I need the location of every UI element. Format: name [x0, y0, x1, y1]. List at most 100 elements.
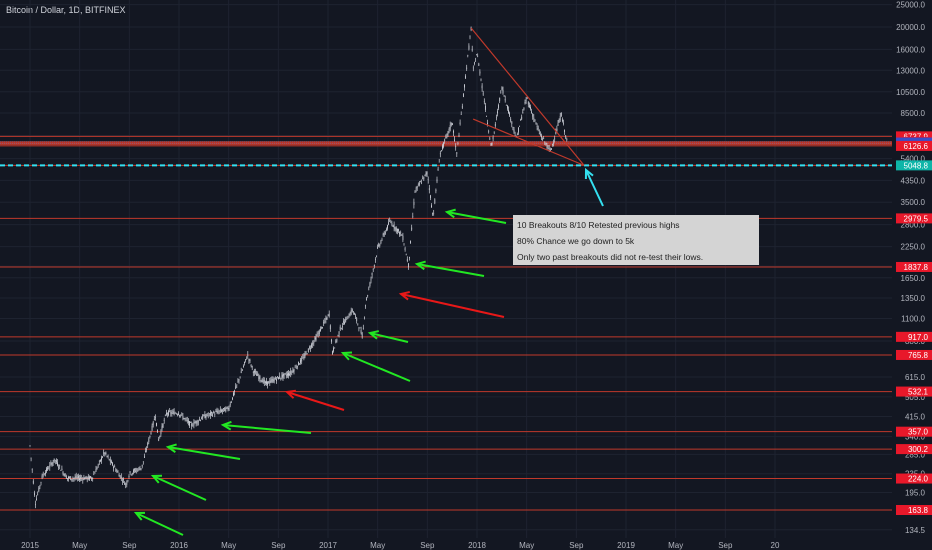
- candle-body: [467, 55, 469, 56]
- candle-body: [445, 136, 447, 138]
- candle-body: [486, 116, 487, 117]
- candle-body: [29, 445, 31, 447]
- candle-body: [193, 422, 195, 426]
- candle-body: [281, 375, 283, 378]
- candle-body: [67, 478, 68, 479]
- candle-body: [149, 435, 151, 438]
- candle-body: [130, 474, 132, 475]
- candle-body: [156, 422, 157, 426]
- candle-body: [137, 469, 139, 472]
- candle-body: [261, 380, 263, 383]
- green-breakout-arrow-head: [340, 351, 353, 361]
- candle-body: [35, 504, 36, 505]
- candle-body: [86, 477, 88, 480]
- candle-body: [285, 374, 287, 376]
- y-axis-tick-label: 3500.0: [901, 198, 926, 207]
- level-price-tag-label: 2979.5: [904, 214, 929, 223]
- candle-body: [512, 126, 514, 128]
- level-price-tag: [896, 331, 932, 342]
- candle-body: [219, 409, 221, 412]
- candle-body: [75, 475, 77, 479]
- candle-body: [278, 377, 279, 380]
- green-breakout-arrow-shaft: [416, 263, 485, 277]
- level-price-tag: [896, 140, 932, 151]
- candle-body: [200, 419, 201, 421]
- candle-body: [310, 348, 311, 349]
- candle-body: [70, 476, 72, 481]
- candle-body: [479, 71, 481, 74]
- candle-body: [120, 476, 122, 478]
- candle-body: [58, 466, 59, 468]
- candle-body: [141, 464, 143, 467]
- candle-body: [50, 462, 52, 464]
- candle-body: [468, 45, 470, 50]
- candle-body: [150, 432, 152, 434]
- candle-body: [61, 468, 63, 471]
- candle-body: [38, 487, 40, 492]
- green-breakout-arrow-head: [367, 330, 380, 340]
- x-axis-tick-label: 2017: [319, 541, 337, 550]
- candle-body: [403, 244, 405, 246]
- candle-body: [259, 375, 261, 380]
- candle-body: [316, 334, 318, 336]
- candle-body: [84, 477, 86, 480]
- candle-body: [186, 420, 188, 421]
- candle-body: [92, 477, 94, 479]
- candle-body: [233, 392, 234, 396]
- candle-body: [158, 439, 160, 441]
- candle-body: [140, 468, 142, 469]
- candle-body: [368, 288, 370, 290]
- candle-body: [457, 142, 459, 145]
- candle-body: [566, 138, 568, 141]
- candle-body: [201, 418, 202, 420]
- candle-body: [155, 417, 156, 418]
- candle-body: [292, 370, 294, 373]
- candle-body: [532, 114, 534, 117]
- candle-body: [118, 474, 120, 477]
- candle-body: [492, 137, 494, 140]
- candle-body: [123, 479, 124, 480]
- y-axis-tick-label: 25000.0: [896, 1, 925, 10]
- candle-body: [450, 122, 452, 126]
- candle-body: [229, 403, 231, 406]
- x-axis-tick-label: May: [668, 541, 683, 550]
- candle-body: [466, 67, 468, 69]
- candle-body: [496, 117, 497, 119]
- candle-body: [144, 456, 145, 458]
- x-axis-tick-label: May: [519, 541, 534, 550]
- candle-body: [408, 263, 409, 268]
- candle-body: [79, 478, 80, 481]
- candle-body: [549, 149, 551, 152]
- candle-body: [189, 421, 190, 426]
- candle-body: [378, 244, 380, 246]
- candle-body: [565, 135, 567, 138]
- y-axis-tick-label: 2250.0: [901, 243, 926, 252]
- candle-body: [268, 381, 270, 384]
- candle-body: [290, 371, 292, 375]
- candle-body: [266, 381, 267, 384]
- annotation-line-3: Only two past breakouts did not re-test …: [517, 252, 704, 262]
- candle-body: [402, 235, 404, 241]
- candle-body: [381, 239, 383, 241]
- candle-body: [49, 465, 51, 468]
- candle-body: [54, 460, 56, 461]
- candle-body: [346, 316, 348, 318]
- green-breakout-arrow-shaft: [152, 475, 207, 501]
- candle-body: [274, 377, 276, 380]
- candle-body: [284, 373, 286, 375]
- level-price-tag: [896, 444, 932, 455]
- red-breakout-arrow-head: [398, 290, 410, 301]
- candle-body: [258, 376, 260, 379]
- candle-body: [36, 498, 37, 501]
- candle-body: [127, 480, 129, 482]
- candle-body: [202, 415, 204, 419]
- candle-body: [191, 423, 193, 427]
- x-axis-tick-label: Sep: [718, 541, 733, 550]
- candle-body: [181, 413, 183, 415]
- candle-body: [327, 314, 329, 316]
- y-axis-tick-label: 13000.0: [896, 66, 925, 75]
- candle-body: [380, 241, 382, 244]
- candle-body: [420, 181, 421, 183]
- candle-body: [96, 467, 98, 469]
